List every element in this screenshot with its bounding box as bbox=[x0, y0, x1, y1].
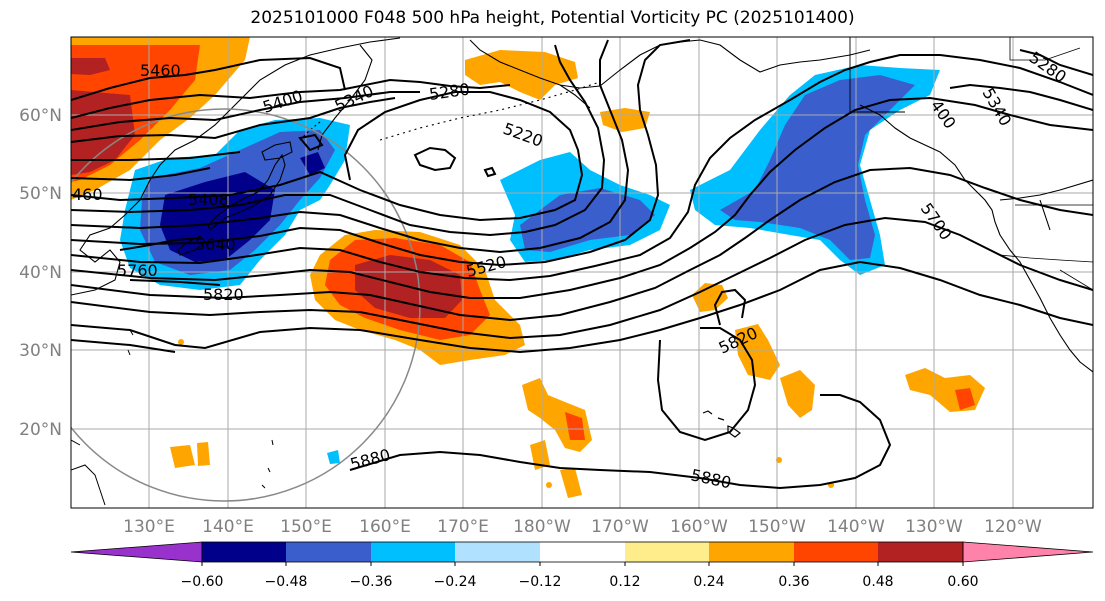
colorbar-tick-label: 0.60 bbox=[947, 574, 978, 590]
lon-label: 170°W bbox=[591, 517, 649, 537]
projection-circle bbox=[71, 108, 421, 502]
lat-label: 60°N bbox=[19, 106, 62, 126]
colorbar-frame bbox=[201, 541, 964, 563]
longitude-labels: 130°E 140°E 150°E 160°E 170°E 180°W 170°… bbox=[123, 517, 1042, 537]
colorbar-segment bbox=[878, 542, 963, 562]
lon-label: 160°W bbox=[670, 517, 728, 537]
contour-label: 5640 bbox=[195, 235, 236, 254]
colorbar-segment bbox=[625, 542, 709, 562]
colorbar-segment bbox=[540, 542, 625, 562]
colorbar-segment bbox=[455, 542, 540, 562]
plot-frame bbox=[70, 36, 1094, 509]
contour-label: 460 bbox=[72, 185, 103, 204]
colorbar-segment bbox=[709, 542, 794, 562]
lon-label: 130°W bbox=[905, 517, 963, 537]
colorbar-extend-high bbox=[962, 541, 1094, 563]
colorbar-tick-label: −0.24 bbox=[434, 574, 477, 590]
chart-title: 2025101000 F048 500 hPa height, Potentia… bbox=[250, 8, 855, 28]
lon-label: 170°E bbox=[437, 517, 489, 537]
lon-label: 130°E bbox=[123, 517, 175, 537]
contour-label: 5760 bbox=[117, 261, 158, 280]
lat-label: 30°N bbox=[19, 341, 62, 361]
colorbar-tick-label: 0.36 bbox=[778, 574, 809, 590]
colorbar-labels: −0.60 −0.48 −0.36 −0.24 −0.12 0.12 0.24 … bbox=[181, 574, 979, 590]
colorbar-tick-label: −0.36 bbox=[350, 574, 393, 590]
lon-label: 140°E bbox=[202, 517, 254, 537]
colorbar-tick-label: −0.12 bbox=[519, 574, 562, 590]
lat-label: 40°N bbox=[19, 263, 62, 283]
colorbar bbox=[70, 541, 1094, 566]
lon-label: 120°W bbox=[984, 517, 1042, 537]
lon-label: 140°W bbox=[827, 517, 885, 537]
colorbar-segment bbox=[286, 542, 371, 562]
colorbar-extend-low bbox=[70, 541, 203, 563]
lat-label: 20°N bbox=[19, 420, 62, 440]
lon-label: 150°W bbox=[748, 517, 806, 537]
colorbar-tick-label: −0.60 bbox=[181, 574, 224, 590]
lat-label: 50°N bbox=[19, 184, 62, 204]
lon-label: 180°W bbox=[513, 517, 571, 537]
contour-label: 5820 bbox=[203, 285, 244, 304]
colorbar-tick-label: −0.48 bbox=[265, 574, 308, 590]
latitude-labels: 60°N 50°N 40°N 30°N 20°N bbox=[19, 106, 62, 440]
lon-label: 160°E bbox=[359, 517, 411, 537]
colorbar-segment bbox=[371, 542, 455, 562]
colorbar-segment bbox=[202, 542, 286, 562]
contour-label: 5408 bbox=[188, 190, 229, 209]
colorbar-tick-label: 0.12 bbox=[609, 574, 640, 590]
colorbar-tick-label: 0.24 bbox=[693, 574, 724, 590]
height-contours bbox=[71, 39, 1093, 490]
colorbar-segment bbox=[794, 542, 878, 562]
map-plot-area: 5460 5400 5340 5280 5220 5520 5408 5640 … bbox=[71, 37, 1093, 508]
lon-label: 150°E bbox=[280, 517, 332, 537]
contour-label: 5460 bbox=[140, 61, 181, 80]
colorbar-tick-label: 0.48 bbox=[862, 574, 893, 590]
